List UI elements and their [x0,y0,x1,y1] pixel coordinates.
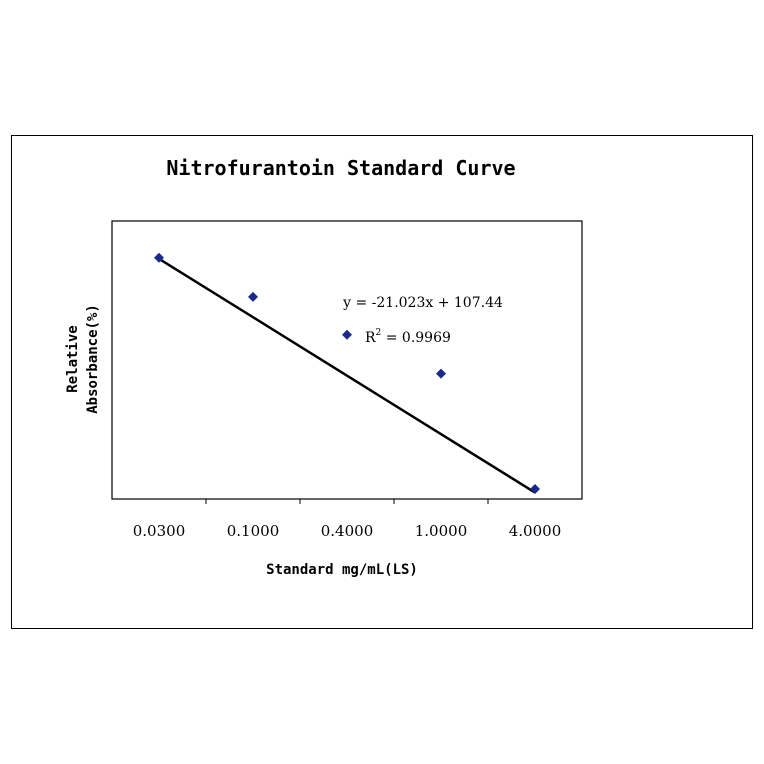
r-squared-prefix: R [365,330,376,346]
y-axis-title: Relative Absorbance(%) [65,304,101,414]
x-axis-tick-labels: 0.0300 0.1000 0.4000 1.0000 4.0000 [133,522,562,540]
data-point [436,368,446,379]
chart-svg: Nitrofurantoin Standard Curve 0.0300 0.10… [65,156,583,578]
chart-frame: Nitrofurantoin Standard Curve 0.0300 0.10… [11,135,753,629]
x-axis-ticks [205,499,489,504]
r-squared-superscript: 2 [376,328,382,338]
r-squared-value: = 0.9969 [381,330,451,346]
data-point [530,483,540,494]
y-axis-title-line2: Absorbance(%) [85,304,101,414]
x-tick-label: 0.0300 [133,522,186,540]
x-tick-label: 1.0000 [415,522,468,540]
plot-area [111,220,583,500]
x-tick-label: 0.1000 [227,522,280,540]
trendline-equation: y = -21.023x + 107.44 [342,295,503,311]
trendline [158,257,536,494]
trendline-layer [158,257,536,494]
data-point [342,329,352,340]
data-point [154,252,164,263]
r-squared-label: R2 = 0.9969 [365,328,451,346]
data-points [154,252,540,494]
data-point [248,291,258,302]
x-tick-label: 4.0000 [509,522,562,540]
x-axis-title: Standard mg/mL(LS) [266,562,418,578]
y-axis-title-line1: Relative [65,325,81,392]
chart-title: Nitrofurantoin Standard Curve [166,156,515,180]
x-tick-label: 0.4000 [321,522,374,540]
